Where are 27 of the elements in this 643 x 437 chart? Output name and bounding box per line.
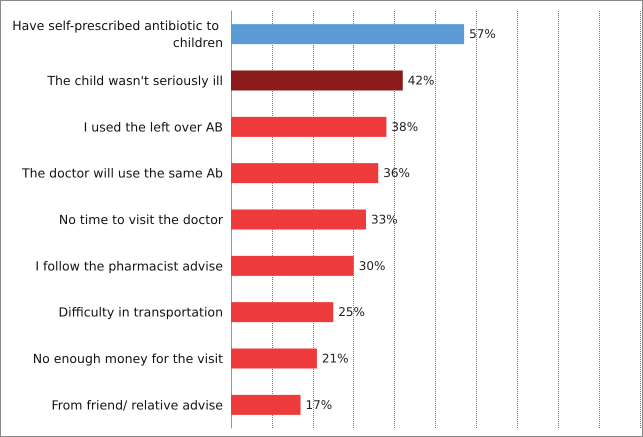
data-label: 57%: [469, 27, 496, 42]
y-tick-label: I used the left over AB: [84, 119, 223, 134]
y-tick-label: No enough money for the visit: [32, 351, 224, 366]
bar: [231, 394, 301, 415]
y-tick-label: The doctor will use the same Ab: [20, 166, 224, 181]
y-tick-label: From friend/ relative advise: [52, 397, 224, 412]
y-tick-label: Have self-prescribed antibiotic to children: [12, 18, 223, 50]
data-label: 42%: [408, 74, 434, 88]
y-tick-label: I follow the pharmacist advise: [35, 258, 224, 274]
data-label: 17%: [306, 398, 332, 412]
bar: [231, 210, 366, 230]
bar: [231, 163, 378, 184]
data-label: 33%: [370, 212, 398, 226]
data-label: 21%: [322, 352, 349, 366]
bar: [231, 116, 386, 137]
y-tick-label: No time to visit the doctor: [58, 212, 224, 227]
data-label: 38%: [391, 120, 418, 134]
data-label: 36%: [383, 166, 410, 180]
bar: [231, 24, 464, 44]
data-label: 25%: [338, 305, 365, 320]
bar: [231, 70, 403, 90]
data-label: 30%: [358, 258, 386, 273]
bar: [231, 256, 354, 276]
bar: [231, 348, 317, 368]
y-tick-label: The child wasn't seriously ill: [46, 73, 223, 88]
y-tick-label: Difficulty in transportation: [58, 304, 223, 320]
bar: [231, 302, 334, 322]
